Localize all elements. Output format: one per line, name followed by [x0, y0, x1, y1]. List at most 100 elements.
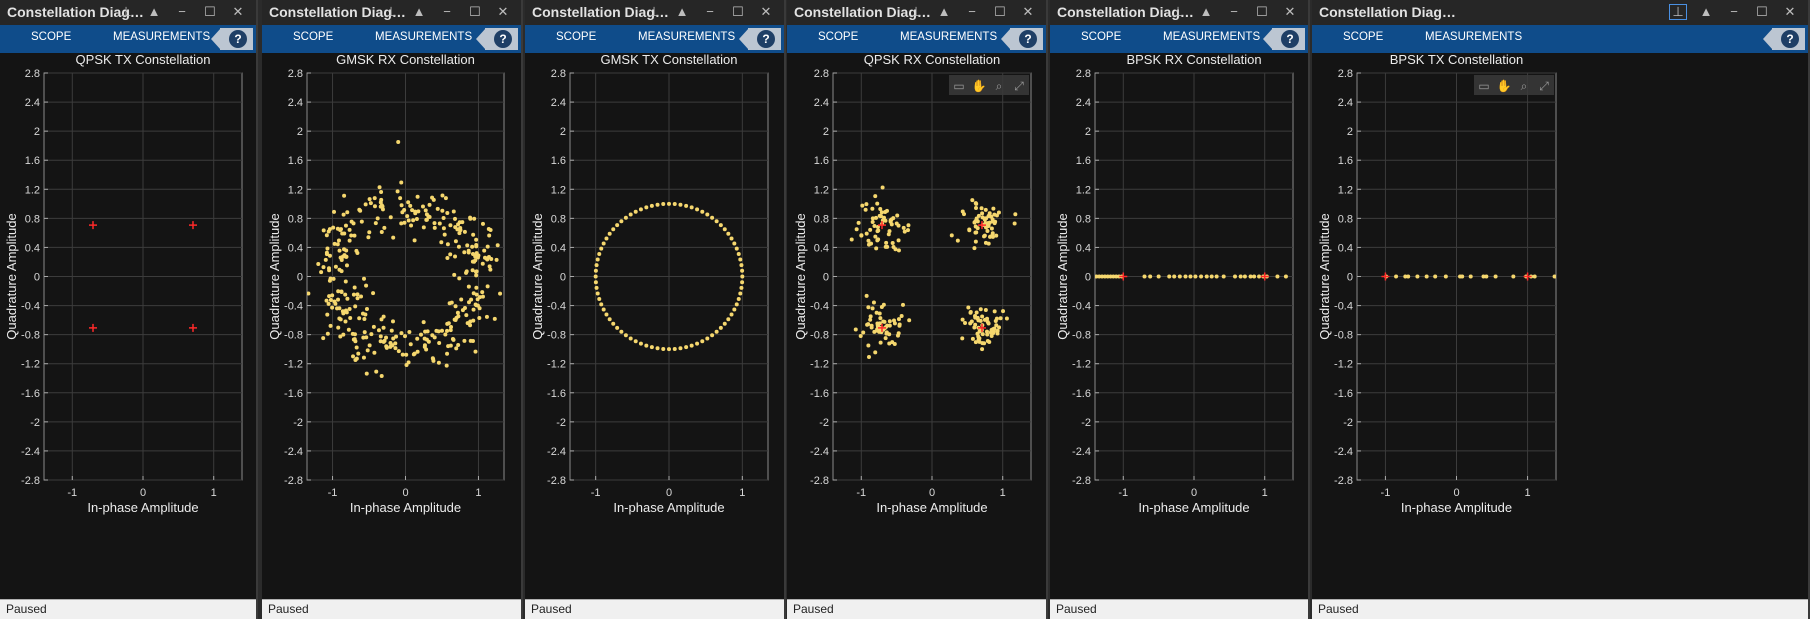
constellation-point: [439, 328, 444, 333]
help-button[interactable]: ?: [739, 28, 781, 50]
minimize-icon[interactable]: −: [178, 4, 186, 19]
window-titlebar[interactable]: Constellation Diag… ⊥ ▲ − ☐ ✕: [0, 0, 256, 25]
constellation-point: [979, 206, 984, 211]
close-icon[interactable]: ✕: [760, 4, 772, 19]
constellation-plot: -2.8 -2.4 -2 -1.6 -1.2 -0.8 -0.4 0 0.4 0.8 1.2 1.6 2…: [793, 53, 1032, 515]
constellation-point: [879, 210, 884, 215]
pin-icon[interactable]: ⊥: [648, 4, 660, 19]
y-tick-label: 2.8: [1076, 68, 1091, 80]
constellation-point: [353, 304, 358, 309]
help-button[interactable]: ?: [1263, 28, 1305, 50]
constellation-point: [379, 373, 384, 378]
undock-icon[interactable]: ▲: [937, 4, 951, 19]
constellation-point: [901, 225, 906, 230]
pin-icon[interactable]: ⊥: [910, 4, 922, 19]
constellation-point: [695, 207, 700, 212]
close-icon[interactable]: ✕: [1784, 4, 1796, 19]
constellation-point: [352, 233, 357, 238]
x-tick-label: 1: [1525, 487, 1531, 499]
constellation-point: [736, 296, 741, 301]
constellation-point: [482, 248, 487, 253]
constellation-point: [440, 193, 445, 198]
constellation-point: [875, 201, 880, 206]
constellation-point: [465, 321, 470, 326]
constellation-point: [710, 215, 715, 220]
constellation-point: [983, 207, 988, 212]
y-tick-label: -1.2: [21, 359, 40, 371]
close-icon[interactable]: ✕: [232, 4, 244, 19]
y-axis-label: Quadrature Amplitude: [1317, 213, 1332, 339]
constellation-point: [967, 227, 972, 232]
tab-measurements[interactable]: MEASUREMENTS: [1163, 31, 1261, 43]
constellation-point: [450, 336, 455, 341]
y-tick-label: -2.8: [21, 475, 40, 487]
constellation-point: [623, 215, 628, 220]
tab-measurements[interactable]: MEASUREMENTS: [113, 31, 211, 43]
y-tick-label: -0.4: [547, 301, 566, 313]
minimize-icon[interactable]: −: [968, 4, 976, 19]
tab-measurements[interactable]: MEASUREMENTS: [900, 31, 998, 43]
tab-scope[interactable]: SCOPE: [1343, 31, 1384, 43]
constellation-point: [347, 307, 352, 312]
constellation-point: [341, 332, 346, 337]
maximize-icon[interactable]: ☐: [994, 4, 1006, 19]
window-titlebar[interactable]: Constellation Diag… ⊥ ▲ − ☐ ✕: [262, 0, 521, 25]
tab-measurements[interactable]: MEASUREMENTS: [375, 31, 473, 43]
tab-measurements[interactable]: MEASUREMENTS: [1425, 31, 1523, 43]
undock-icon[interactable]: ▲: [147, 4, 161, 19]
minimize-icon[interactable]: −: [443, 4, 451, 19]
pin-icon[interactable]: ⊥: [1172, 4, 1184, 19]
help-button[interactable]: ?: [1763, 28, 1805, 50]
minimize-icon[interactable]: −: [706, 4, 714, 19]
constellation-point: [332, 299, 337, 304]
undock-icon[interactable]: ▲: [1199, 4, 1213, 19]
undock-icon[interactable]: ▲: [675, 4, 689, 19]
tab-scope[interactable]: SCOPE: [293, 31, 334, 43]
pin-icon[interactable]: ⊥: [120, 4, 132, 19]
window-titlebar[interactable]: Constellation Diag… ⊥ ▲ − ☐ ✕: [787, 0, 1046, 25]
constellation-point: [486, 254, 491, 259]
constellation-point: [878, 316, 883, 321]
tab-scope[interactable]: SCOPE: [1081, 31, 1122, 43]
constellation-point: [486, 227, 491, 232]
window-controls: ⊥ ▲ − ☐ ✕: [902, 2, 1042, 22]
close-icon[interactable]: ✕: [1022, 4, 1034, 19]
tab-scope[interactable]: SCOPE: [31, 31, 72, 43]
constellation-point: [1204, 274, 1209, 279]
constellation-point: [905, 228, 910, 233]
maximize-icon[interactable]: ☐: [732, 4, 744, 19]
maximize-icon[interactable]: ☐: [204, 4, 216, 19]
constellation-point: [1221, 274, 1226, 279]
tab-scope[interactable]: SCOPE: [556, 31, 597, 43]
undock-icon[interactable]: ▲: [412, 4, 426, 19]
constellation-point: [337, 248, 342, 253]
constellation-point: [740, 274, 745, 279]
minimize-icon[interactable]: −: [1230, 4, 1238, 19]
maximize-icon[interactable]: ☐: [1756, 4, 1768, 19]
close-icon[interactable]: ✕: [1284, 4, 1296, 19]
constellation-point: [437, 341, 442, 346]
constellation-point: [597, 296, 602, 301]
close-icon[interactable]: ✕: [497, 4, 509, 19]
undock-icon[interactable]: ▲: [1699, 4, 1713, 19]
maximize-icon[interactable]: ☐: [469, 4, 481, 19]
window-titlebar[interactable]: Constellation Diag… ⊥ ▲ − ☐ ✕: [525, 0, 784, 25]
constellation-point: [372, 350, 377, 355]
tab-measurements[interactable]: MEASUREMENTS: [638, 31, 736, 43]
constellation-point: [986, 241, 991, 246]
constellation-point: [1108, 274, 1113, 279]
tab-scope[interactable]: SCOPE: [818, 31, 859, 43]
constellation-point: [363, 202, 368, 207]
maximize-icon[interactable]: ☐: [1256, 4, 1268, 19]
minimize-icon[interactable]: −: [1730, 4, 1738, 19]
pin-icon[interactable]: ⊥: [385, 4, 397, 19]
window-titlebar[interactable]: Constellation Diag… ⊥ ▲ − ☐ ✕: [1050, 0, 1308, 25]
y-tick-label: -2: [1081, 417, 1091, 429]
help-button[interactable]: ?: [476, 28, 518, 50]
help-button[interactable]: ?: [211, 28, 253, 50]
x-tick-label: 0: [929, 487, 935, 499]
pin-icon[interactable]: ⊥: [1667, 2, 1689, 22]
help-button[interactable]: ?: [1001, 28, 1043, 50]
toolstrip: SCOPE MEASUREMENTS?: [0, 25, 256, 53]
window-titlebar[interactable]: Constellation Diag… ⊥ ▲ − ☐ ✕: [1312, 0, 1808, 25]
